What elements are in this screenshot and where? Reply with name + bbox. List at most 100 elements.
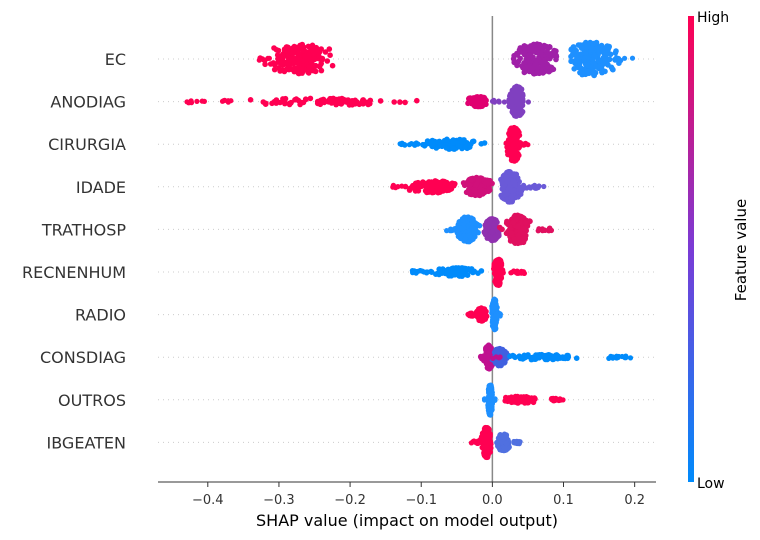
shap-point xyxy=(539,59,546,65)
shap-point xyxy=(596,58,602,64)
colorbar-high-label: High xyxy=(697,10,729,26)
shap-point xyxy=(444,267,451,274)
shap-point xyxy=(466,232,473,238)
shap-point xyxy=(530,397,537,403)
shap-point xyxy=(495,268,501,274)
colorbar-title: Feature value xyxy=(732,199,750,301)
x-tick-label: 0.0 xyxy=(482,493,503,508)
shap-point xyxy=(479,187,485,193)
shap-point xyxy=(600,69,606,75)
shap-point xyxy=(514,223,521,230)
shap-point xyxy=(327,52,333,58)
shap-point xyxy=(461,237,468,244)
shap-point xyxy=(298,69,305,76)
shap-point xyxy=(520,184,526,190)
shap-point xyxy=(595,64,602,70)
shap-point xyxy=(284,48,291,54)
shap-point xyxy=(538,69,545,75)
shap-point xyxy=(481,140,488,146)
shap-point xyxy=(485,448,492,455)
shap-point xyxy=(310,48,316,54)
shap-point xyxy=(281,59,288,66)
shap-point xyxy=(391,99,398,105)
shap-point xyxy=(286,100,293,107)
shap-point xyxy=(533,57,540,64)
beeswarm-points xyxy=(184,39,636,461)
shap-point xyxy=(568,58,574,65)
shap-point xyxy=(545,355,552,362)
shap-point xyxy=(311,56,318,63)
shap-point xyxy=(606,355,612,361)
shap-point xyxy=(518,394,525,401)
shap-point xyxy=(483,101,489,108)
shap-point xyxy=(521,230,527,237)
shap-point xyxy=(565,353,571,359)
shap-point xyxy=(309,42,316,49)
shap-point xyxy=(523,394,530,400)
shap-point xyxy=(469,220,475,227)
shap-point xyxy=(478,307,484,313)
shap-point xyxy=(516,236,523,242)
shap-point xyxy=(473,101,480,107)
shap-point xyxy=(462,180,469,186)
shap-point xyxy=(572,48,578,54)
shap-point xyxy=(329,62,336,69)
x-tick-label: 0.1 xyxy=(553,493,574,508)
shap-point xyxy=(488,363,494,369)
shap-point xyxy=(456,273,463,279)
shap-point xyxy=(485,353,491,359)
shap-point xyxy=(555,353,561,359)
shap-point xyxy=(293,96,300,102)
shap-point xyxy=(507,353,513,360)
shap-point xyxy=(545,67,551,73)
shap-point xyxy=(468,177,475,183)
shap-point xyxy=(496,98,502,104)
shap-point xyxy=(517,439,523,445)
shap-point xyxy=(469,138,476,145)
shap-point xyxy=(496,224,503,231)
shap-point xyxy=(450,140,457,146)
shap-point xyxy=(287,65,294,72)
shap-point xyxy=(421,143,428,149)
shap-point xyxy=(548,227,554,234)
shap-point xyxy=(486,343,492,349)
shap-point xyxy=(491,297,497,303)
feature-label: IDADE xyxy=(76,178,126,197)
shap-point xyxy=(256,57,262,63)
shap-point xyxy=(629,55,636,61)
colorbar: High Low Feature value xyxy=(688,10,750,492)
shap-point xyxy=(456,265,463,272)
shap-point xyxy=(399,183,405,189)
shap-point xyxy=(471,187,478,194)
shap-point xyxy=(573,355,580,362)
shap-point xyxy=(412,142,418,148)
shap-point xyxy=(297,56,303,63)
shap-point xyxy=(525,142,531,148)
shap-point xyxy=(527,218,533,225)
shap-point xyxy=(222,97,228,103)
shap-point xyxy=(446,185,453,191)
shap-point xyxy=(511,105,517,112)
shap-point xyxy=(518,268,525,274)
x-axis-title: SHAP value (impact on model output) xyxy=(256,511,558,530)
shap-point xyxy=(395,184,401,190)
shap-point xyxy=(589,45,595,51)
shap-point xyxy=(319,55,326,62)
shap-point xyxy=(491,222,497,228)
shap-point xyxy=(465,100,471,107)
shap-point xyxy=(489,229,495,236)
shap-point xyxy=(492,320,498,326)
shap-point xyxy=(536,50,542,56)
shap-point xyxy=(627,355,634,361)
shap-point xyxy=(510,395,517,402)
shap-point xyxy=(326,46,333,52)
shap-point xyxy=(551,47,557,54)
shap-point xyxy=(541,353,547,360)
shap-point xyxy=(271,45,277,51)
shap-point xyxy=(199,98,205,104)
shap-point xyxy=(574,54,580,61)
shap-point xyxy=(271,98,278,105)
shap-point xyxy=(279,67,286,73)
shap-point xyxy=(520,356,526,362)
shap-point xyxy=(450,145,456,152)
